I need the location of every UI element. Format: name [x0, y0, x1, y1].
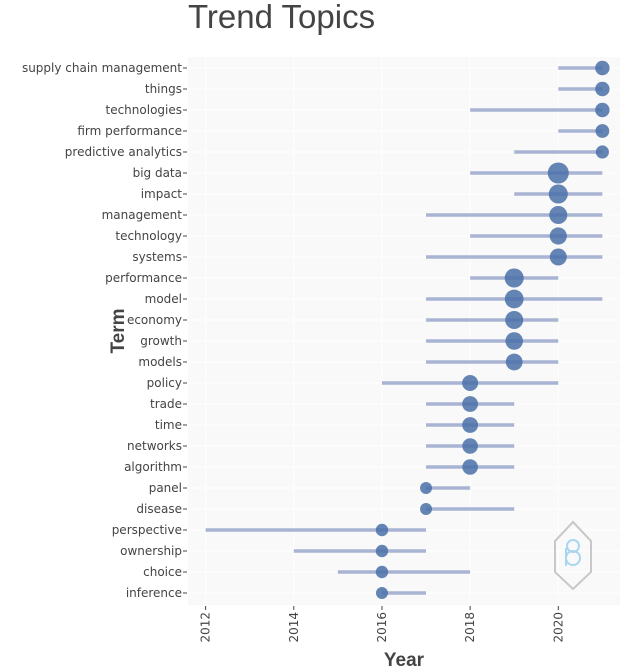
term-point [595, 102, 610, 118]
term-label: growth [140, 334, 182, 348]
term-label: perspective [112, 523, 182, 537]
term-label: model [145, 292, 182, 306]
term-point [505, 353, 523, 371]
x-tick-label: 2018 [463, 612, 477, 643]
term-point [420, 503, 433, 515]
term-point [420, 482, 433, 494]
term-label: economy [127, 313, 182, 327]
term-point [462, 396, 479, 412]
term-label: performance [105, 271, 182, 285]
term-point [549, 205, 568, 225]
term-point [375, 565, 389, 579]
term-point [375, 544, 389, 558]
y-tick-labels: supply chain management things technologie… [22, 61, 187, 600]
term-point [462, 417, 479, 433]
term-point [375, 587, 388, 599]
term-label: big data [133, 166, 182, 180]
term-label: models [138, 355, 182, 369]
term-point [505, 332, 523, 350]
term-point [462, 459, 478, 475]
term-point [595, 145, 609, 159]
term-point [548, 184, 568, 204]
term-label: things [145, 82, 182, 96]
x-tick-label: 2014 [287, 612, 301, 643]
x-tick-label: 2016 [375, 612, 389, 643]
term-label: predictive analytics [65, 145, 182, 159]
plot-area [188, 57, 620, 605]
x-axis-label: Year [384, 650, 425, 671]
term-label: management [102, 208, 183, 222]
y-axis-label: Term [108, 308, 129, 353]
term-label: networks [127, 439, 182, 453]
x-tick-labels: 2012 2014 2016 2018 2020 [199, 606, 565, 643]
term-label: disease [136, 502, 182, 516]
term-point [595, 60, 610, 76]
term-point [504, 268, 524, 288]
term-point [549, 227, 567, 245]
term-label: inference [126, 586, 182, 600]
term-point [549, 248, 567, 266]
term-label: impact [141, 187, 183, 201]
x-tick-label: 2012 [199, 612, 213, 643]
term-point [462, 374, 479, 392]
term-label: supply chain management [22, 61, 182, 75]
term-label: choice [143, 565, 182, 579]
term-point [595, 124, 610, 138]
term-label: systems [132, 250, 182, 264]
biblioshiny-logo [554, 520, 592, 591]
term-point [504, 289, 524, 309]
x-tick-label: 2020 [551, 612, 565, 643]
median-year-points [375, 60, 610, 599]
chart-title: Trend Topics [188, 0, 375, 35]
term-point [595, 81, 610, 97]
term-label: firm performance [77, 124, 182, 138]
term-label: technology [115, 229, 182, 243]
term-point [462, 438, 478, 454]
term-label: policy [147, 376, 182, 390]
term-point [547, 162, 569, 184]
term-label: algorithm [124, 460, 182, 474]
term-label: time [155, 418, 182, 432]
term-label: ownership [120, 544, 182, 558]
term-point [375, 523, 389, 537]
term-label: trade [150, 397, 182, 411]
term-point [505, 310, 524, 330]
term-label: panel [149, 481, 182, 495]
term-label: technologies [106, 103, 183, 117]
